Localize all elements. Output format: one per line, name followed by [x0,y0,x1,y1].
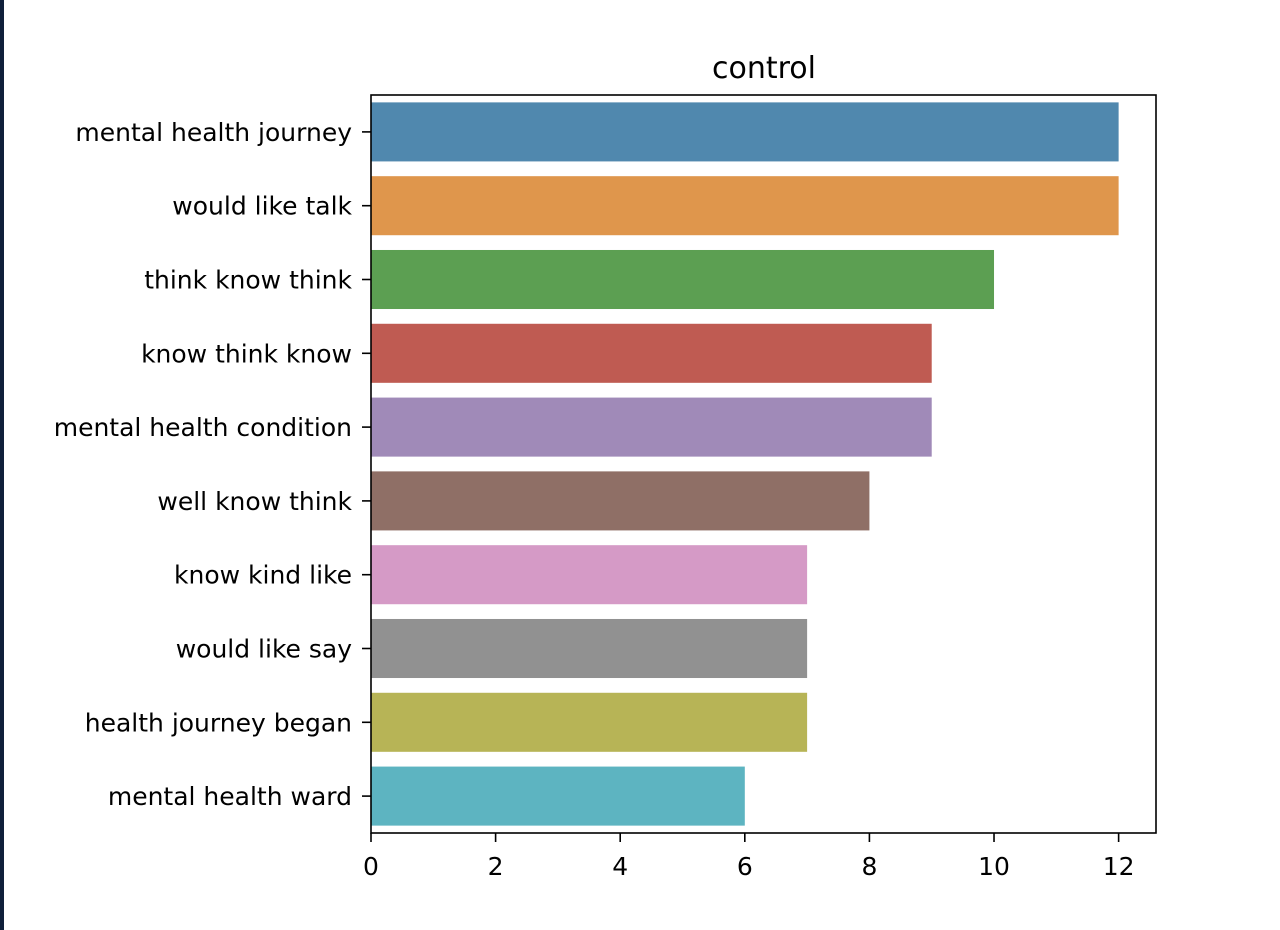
y-axis-ticks: mental health journey would like talk thin… [54,118,371,811]
bar [371,249,995,310]
bar [371,323,932,383]
y-tick-label: mental health ward [108,782,352,811]
y-tick-label: would like say [176,635,352,664]
window-edge-strip [0,0,4,930]
y-tick-label: mental health condition [54,413,352,442]
x-tick-label: 8 [861,852,877,881]
y-tick-label: know kind like [174,561,352,590]
plot-area-frame [370,94,1157,834]
y-tick-label: well know think [157,487,352,516]
bar [371,692,808,752]
bar [371,471,870,531]
bar [371,397,932,457]
y-tick-label: would like talk [172,192,352,221]
y-tick-label: think know think [144,266,352,295]
bar [371,545,808,605]
x-tick-label: 2 [488,852,504,881]
y-tick-label: know think know [141,339,352,368]
x-tick-label: 6 [737,852,753,881]
bar [371,176,1119,236]
bar [371,618,808,679]
chart-title: control [712,51,816,86]
y-tick-label: mental health journey [75,118,352,147]
x-tick-label: 4 [612,852,628,881]
x-tick-label: 12 [1103,852,1135,881]
bar [371,102,1119,162]
bar [371,766,745,826]
x-tick-label: 10 [978,852,1010,881]
y-tick-label: health journey began [85,708,352,737]
x-axis-ticks: 0 2 4 6 8 10 12 [363,833,1135,881]
bars-group [371,102,1119,826]
x-tick-label: 0 [363,852,379,881]
